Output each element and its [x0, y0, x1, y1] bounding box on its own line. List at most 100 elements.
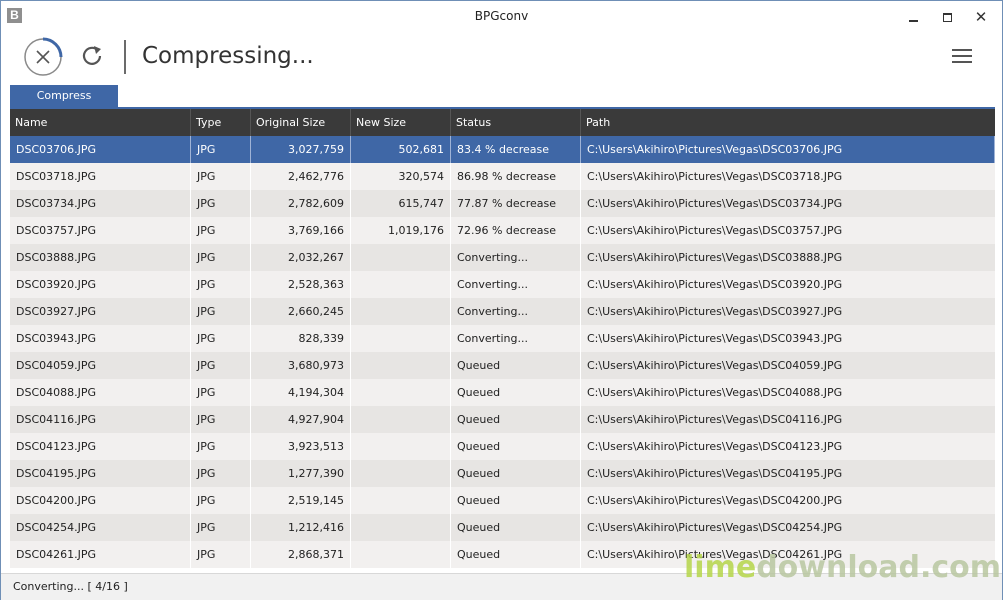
stop-button[interactable] — [23, 37, 63, 77]
cell-path: C:\Users\Akihiro\Pictures\Vegas\DSC04254… — [587, 521, 843, 534]
cell-path: C:\Users\Akihiro\Pictures\Vegas\DSC04195… — [587, 467, 843, 480]
table-row[interactable]: DSC03920.JPG JPG 2,528,363 Converting... C:\… — [10, 271, 995, 298]
column-header-new-size[interactable]: New Size — [351, 109, 451, 136]
cell-name: DSC03706.JPG — [10, 136, 191, 163]
cell-original-size: 3,680,973 — [251, 352, 351, 379]
cell-status: Queued — [451, 433, 581, 460]
table-row[interactable]: DSC04123.JPG JPG 3,923,513 Queued C:\Users\A… — [10, 433, 995, 460]
close-icon: ✕ — [974, 8, 988, 26]
cell-new-size — [351, 352, 451, 379]
close-circle-icon — [24, 37, 63, 76]
cell-type: JPG — [191, 460, 251, 487]
cell-type: JPG — [191, 244, 251, 271]
cell-type: JPG — [191, 406, 251, 433]
table-row[interactable]: DSC03888.JPG JPG 2,032,267 Converting... C:\… — [10, 244, 995, 271]
cell-name: DSC03734.JPG — [10, 190, 191, 217]
cell-status: Converting... — [451, 298, 581, 325]
table-row[interactable]: DSC04088.JPG JPG 4,194,304 Queued C:\Users\A… — [10, 379, 995, 406]
cell-type: JPG — [191, 433, 251, 460]
column-header-status[interactable]: Status — [451, 109, 581, 136]
cell-new-size — [351, 298, 451, 325]
minimize-button[interactable] — [901, 7, 925, 27]
cell-new-size — [351, 406, 451, 433]
maximize-icon — [942, 13, 952, 22]
table-row[interactable]: DSC03734.JPG JPG 2,782,609 615,747 77.87 % d… — [10, 190, 995, 217]
cell-status: Converting... — [451, 244, 581, 271]
cell-path: C:\Users\Akihiro\Pictures\Vegas\DSC04116… — [587, 413, 843, 426]
cell-name: DSC03718.JPG — [10, 163, 191, 190]
cell-status: 86.98 % decrease — [451, 163, 581, 190]
cell-name: DSC04195.JPG — [10, 460, 191, 487]
cell-original-size: 3,769,166 — [251, 217, 351, 244]
column-header-original-size[interactable]: Original Size — [251, 109, 351, 136]
cell-original-size: 2,032,267 — [251, 244, 351, 271]
status-bar: Converting... [ 4/16 ] — [1, 573, 1002, 600]
cell-new-size — [351, 379, 451, 406]
tab-compress[interactable]: Compress — [10, 85, 118, 107]
cell-status: Queued — [451, 487, 581, 514]
cell-status: 77.87 % decrease — [451, 190, 581, 217]
toolbar: Compressing... — [1, 33, 1002, 85]
cell-name: DSC03888.JPG — [10, 244, 191, 271]
cell-type: JPG — [191, 163, 251, 190]
column-header-type[interactable]: Type — [191, 109, 251, 136]
cell-new-size: 320,574 — [351, 163, 451, 190]
cell-new-size — [351, 514, 451, 541]
cell-new-size: 1,019,176 — [351, 217, 451, 244]
table-row[interactable]: DSC03706.JPG JPG 3,027,759 502,681 83.4 % de… — [10, 136, 995, 163]
hamburger-menu-button[interactable] — [952, 49, 972, 65]
cell-type: JPG — [191, 487, 251, 514]
cell-type: JPG — [191, 217, 251, 244]
cell-path: C:\Users\Akihiro\Pictures\Vegas\DSC03757… — [587, 224, 843, 237]
maximize-button[interactable] — [935, 7, 959, 27]
cell-new-size — [351, 433, 451, 460]
column-header-name[interactable]: Name — [10, 109, 191, 136]
cell-path: C:\Users\Akihiro\Pictures\Vegas\DSC04123… — [587, 440, 843, 453]
cell-new-size — [351, 541, 451, 568]
cell-original-size: 2,660,245 — [251, 298, 351, 325]
cell-name: DSC03920.JPG — [10, 271, 191, 298]
table-row[interactable]: DSC04200.JPG JPG 2,519,145 Queued C:\Users\A… — [10, 487, 995, 514]
cell-name: DSC04116.JPG — [10, 406, 191, 433]
cell-path: C:\Users\Akihiro\Pictures\Vegas\DSC04059… — [587, 359, 843, 372]
cell-original-size: 828,339 — [251, 325, 351, 352]
column-header-path[interactable]: Path — [586, 116, 611, 129]
table-row[interactable]: DSC04195.JPG JPG 1,277,390 Queued C:\Users\A… — [10, 460, 995, 487]
cell-original-size: 2,519,145 — [251, 487, 351, 514]
cell-name: DSC04123.JPG — [10, 433, 191, 460]
cell-type: JPG — [191, 541, 251, 568]
close-window-button[interactable]: ✕ — [969, 7, 993, 27]
tab-bar: Compress — [10, 85, 995, 109]
table-row[interactable]: DSC04254.JPG JPG 1,212,416 Queued C:\Users\A… — [10, 514, 995, 541]
table-row[interactable]: DSC03718.JPG JPG 2,462,776 320,574 86.98 % d… — [10, 163, 995, 190]
cell-original-size: 1,277,390 — [251, 460, 351, 487]
cell-name: DSC03943.JPG — [10, 325, 191, 352]
table-row[interactable]: DSC04116.JPG JPG 4,927,904 Queued C:\Users\A… — [10, 406, 995, 433]
cell-path: C:\Users\Akihiro\Pictures\Vegas\DSC04261… — [587, 548, 843, 561]
table-row[interactable]: DSC04261.JPG JPG 2,868,371 Queued C:\Users\A… — [10, 541, 995, 568]
cell-original-size: 4,194,304 — [251, 379, 351, 406]
cell-type: JPG — [191, 514, 251, 541]
cell-path: C:\Users\Akihiro\Pictures\Vegas\DSC03706… — [581, 136, 995, 163]
toolbar-divider — [124, 40, 126, 74]
cell-path: C:\Users\Akihiro\Pictures\Vegas\DSC03920… — [587, 278, 843, 291]
cell-name: DSC03757.JPG — [10, 217, 191, 244]
table-row[interactable]: DSC03943.JPG JPG 828,339 Converting... C:\Us… — [10, 325, 995, 352]
cell-type: JPG — [191, 352, 251, 379]
table-row[interactable]: DSC03757.JPG JPG 3,769,166 1,019,176 72.96 %… — [10, 217, 995, 244]
cell-name: DSC04261.JPG — [10, 541, 191, 568]
cell-type: JPG — [191, 298, 251, 325]
cell-path: C:\Users\Akihiro\Pictures\Vegas\DSC03734… — [587, 197, 843, 210]
cell-name: DSC04254.JPG — [10, 514, 191, 541]
table-body: DSC03706.JPG JPG 3,027,759 502,681 83.4 % de… — [10, 136, 995, 568]
cell-type: JPG — [191, 325, 251, 352]
refresh-button[interactable] — [79, 43, 105, 69]
table-row[interactable]: DSC04059.JPG JPG 3,680,973 Queued C:\Users\A… — [10, 352, 995, 379]
title-bar[interactable]: B BPGconv ✕ — [1, 1, 1002, 33]
app-logo-icon: B — [7, 8, 22, 23]
table-row[interactable]: DSC03927.JPG JPG 2,660,245 Converting... C:\… — [10, 298, 995, 325]
cell-new-size — [351, 244, 451, 271]
cell-type: JPG — [191, 379, 251, 406]
status-bar-text: Converting... [ 4/16 ] — [13, 580, 128, 593]
